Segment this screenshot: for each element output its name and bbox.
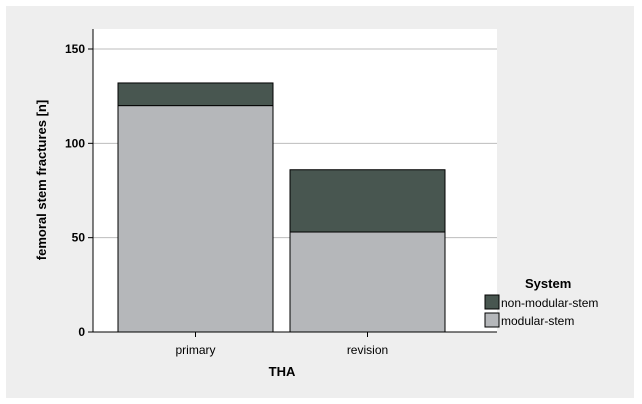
bars [117,82,446,333]
legend: System non-modular-stem modular-stem [484,276,598,328]
y-tick-label: 100 [65,136,85,150]
y-tick-label: 150 [65,42,85,56]
legend-swatch-modular-stem [484,312,500,328]
stacked-bar-chart: 0 50 100 150 primary revision femoral stem f… [34,29,598,379]
y-tick-label: 0 [78,325,85,339]
x-tick-label-primary: primary [175,343,215,357]
y-axis-label: femoral stem fractures [n] [34,100,49,260]
chart-panel: 0 50 100 150 primary revision femoral stem f… [6,6,634,398]
axes [92,29,497,333]
bar-revision-modular-stem [289,231,446,333]
legend-title: System [525,276,571,291]
y-tick-label: 50 [72,231,86,245]
bar-primary-modular-stem [117,105,274,333]
legend-label-non-modular-stem: non-modular-stem [501,296,598,310]
bar-primary-non-modular-stem [117,82,274,107]
x-tick-label-revision: revision [347,343,388,357]
legend-label-modular-stem: modular-stem [501,314,574,328]
x-axis-label: THA [269,364,296,379]
y-axis-ticks: 0 50 100 150 [65,42,93,339]
x-axis-ticks: primary revision [175,332,388,357]
bar-revision-non-modular-stem [289,169,446,233]
legend-swatch-non-modular-stem [484,294,500,310]
